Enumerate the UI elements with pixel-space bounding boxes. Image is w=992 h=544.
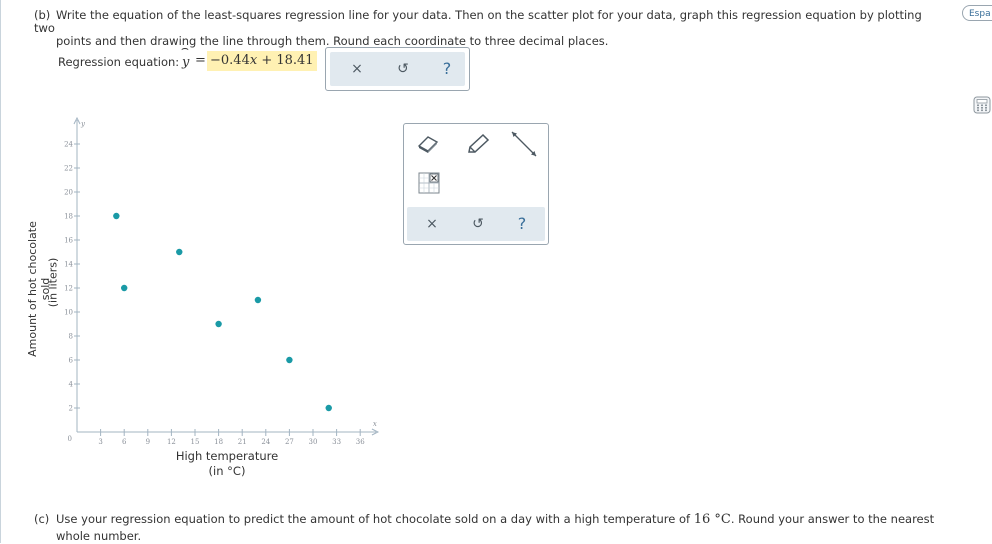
answer-toolbar: × ↺ ? <box>325 47 470 91</box>
x-tick-label: 12 <box>167 438 176 446</box>
data-point[interactable] <box>286 356 293 364</box>
part-c-text: Use your regression equation to predict … <box>56 512 691 526</box>
part-b-prompt: (b) Write the equation of the least-squar… <box>34 9 944 48</box>
regression-answer-field[interactable]: −0.44x + 18.41 <box>207 51 317 71</box>
x-axis-title: High temperature <box>175 449 279 463</box>
data-point[interactable] <box>325 404 332 412</box>
y-tick-label: 22 <box>64 165 73 173</box>
x-tick-label: 6 <box>122 438 127 446</box>
data-point[interactable] <box>113 212 120 220</box>
x-axis-arrow <box>371 428 380 436</box>
y-tick-label: 24 <box>64 141 73 149</box>
y-tick-label: 6 <box>69 357 74 365</box>
y-tick-label: 20 <box>64 189 73 197</box>
pencil-icon[interactable] <box>464 132 492 156</box>
point-tool-icon[interactable] <box>418 172 440 194</box>
undo-graph-button[interactable]: ↺ <box>472 216 484 232</box>
x-tick-label: 24 <box>261 438 270 446</box>
x-tick-label: 33 <box>332 438 341 446</box>
part-c-temperature: 16 °C <box>693 512 731 527</box>
x-tick-label: 3 <box>98 438 102 446</box>
y-tick-label: 2 <box>69 405 73 413</box>
y-hat-symbol: ⌢ y <box>181 41 190 70</box>
y-tick-label: 12 <box>64 285 73 293</box>
part-c-prompt: (c) Use your regression equation to predi… <box>34 511 944 544</box>
data-point[interactable] <box>176 248 183 256</box>
x-tick-label: 36 <box>356 438 365 446</box>
origin-label: 0 <box>68 435 72 443</box>
y-tick-label: 18 <box>64 213 73 221</box>
clear-graph-button[interactable]: × <box>426 216 438 232</box>
part-b-label: (b) <box>34 8 51 22</box>
x-tick-label: 30 <box>309 438 318 446</box>
part-c-label: (c) <box>34 512 50 526</box>
x-tick-label: 18 <box>214 438 223 446</box>
part-b-line1: Write the equation of the least-squares … <box>34 8 922 35</box>
y-variable-label: y <box>80 120 86 128</box>
graph-toolbar-buttons: × ↺ ? <box>407 207 545 241</box>
eraser-icon[interactable] <box>415 133 441 155</box>
equals-sign: = <box>195 53 206 68</box>
data-point[interactable] <box>215 320 222 328</box>
y-tick-label: 4 <box>69 381 74 389</box>
x-tick-label: 27 <box>285 438 294 446</box>
part-c-text-end: . Round your answer to the nearest <box>730 512 935 526</box>
y-tick-label: 10 <box>64 309 73 317</box>
calculator-icon[interactable] <box>973 96 991 114</box>
line-tool-icon[interactable] <box>508 129 540 159</box>
y-axis-arrow <box>73 116 81 125</box>
left-border <box>0 0 1 543</box>
x-variable-label: x <box>373 420 377 428</box>
graph-toolbar: × ↺ ? <box>403 123 549 245</box>
y-tick-label: 16 <box>64 237 73 245</box>
answer-toolbar-buttons: × ↺ ? <box>330 52 465 86</box>
help-answer-button[interactable]: ? <box>442 59 452 78</box>
language-toggle-button[interactable]: Espa <box>962 5 992 21</box>
x-tick-label: 15 <box>191 438 200 446</box>
data-point[interactable] <box>121 284 128 292</box>
undo-answer-button[interactable]: ↺ <box>397 61 409 77</box>
y-tick-label: 8 <box>69 333 73 341</box>
x-tick-label: 21 <box>238 438 247 446</box>
part-b-line2: points and then drawing the line through… <box>56 34 609 48</box>
x-tick-label: 9 <box>146 438 150 446</box>
x-axis-unit: (in °C) <box>208 464 246 478</box>
regression-label: Regression equation: <box>58 55 180 69</box>
y-tick-label: 14 <box>64 261 73 269</box>
part-c-line2: whole number. <box>56 529 142 543</box>
help-graph-button[interactable]: ? <box>517 214 527 233</box>
clear-answer-button[interactable]: × <box>351 61 363 77</box>
data-point[interactable] <box>254 296 262 304</box>
